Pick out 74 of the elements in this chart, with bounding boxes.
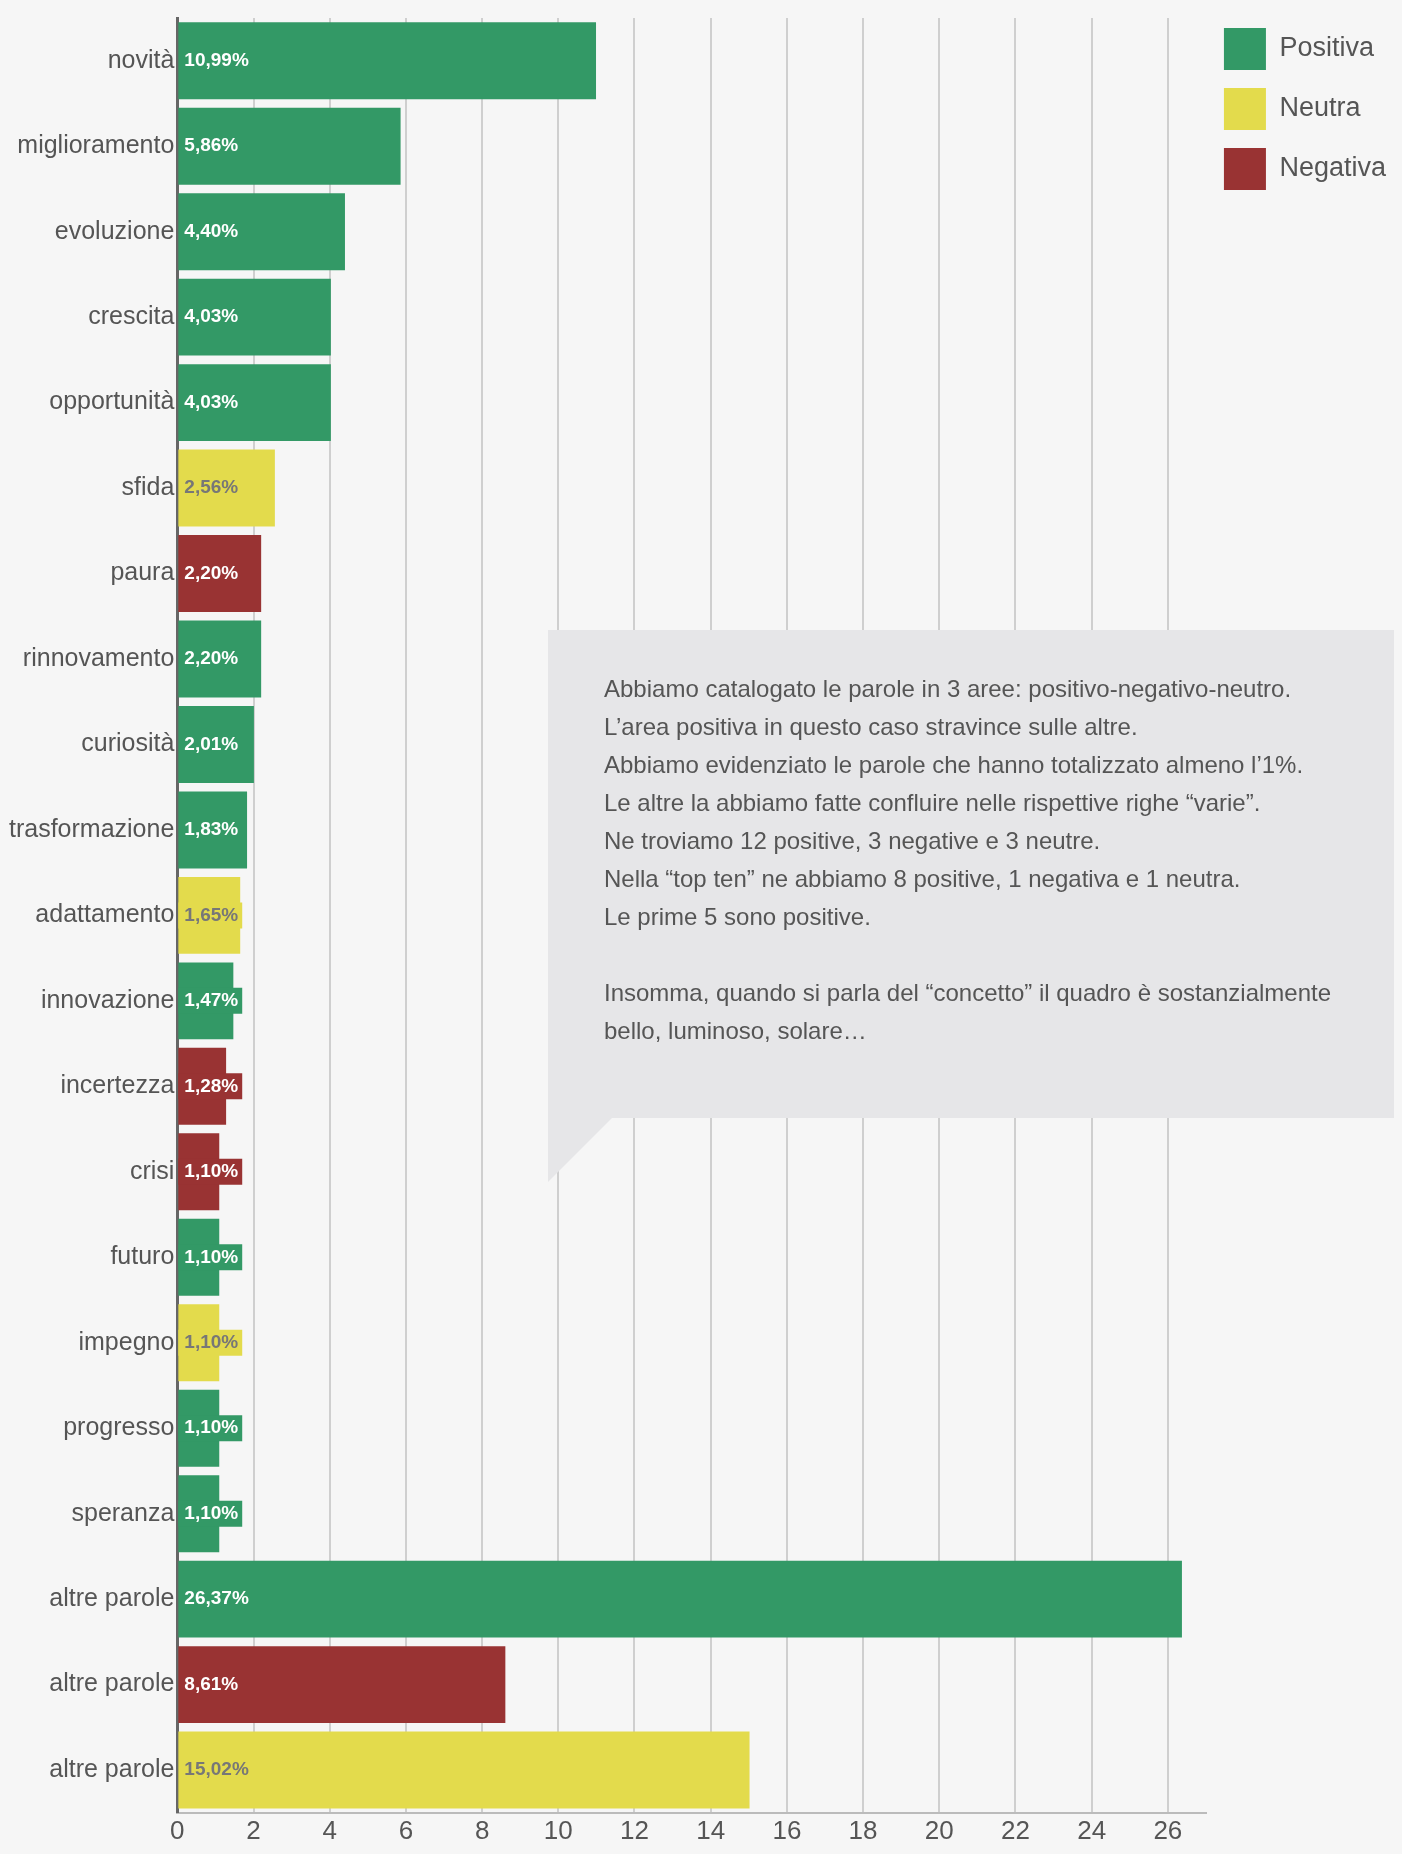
- data-label: 4,03%: [184, 390, 239, 412]
- annotation: Insomma, quando si parla del “concetto” il quadro è sostanzialmente bello, luminoso, solare…: [604, 978, 1333, 1046]
- data-label: 4,03%: [184, 305, 239, 327]
- bar: [178, 1731, 750, 1809]
- y-tick-label: impegno: [78, 1326, 175, 1355]
- x-tick-label: 20: [924, 1814, 954, 1845]
- x-tick-label: 2: [246, 1814, 261, 1845]
- legend-label: Negativa: [1279, 152, 1387, 183]
- y-tick-label: incertezza: [60, 1070, 175, 1099]
- y-tick-label: adattamento: [35, 899, 175, 928]
- annotation: Abbiamo catalogato le parole in 3 aree: positivo-negativo-neutro. L’area positiva in questo caso stravince sulle altre. Abbiamo evidenziato le parole che hanno totalizzato almeno l’1%. Le altre la abbiamo fatte confluire nelle rispettive righe “varie”. Ne troviamo 12 positive, 3 negative e 3 neutre. Nella “top ten” ne abbiamo 8 positive, 1 negativa e 1 neutra. Le prime 5 sono positive.: [604, 674, 1305, 932]
- x-tick-label: 26: [1153, 1814, 1183, 1845]
- data-label: 4,40%: [184, 219, 239, 241]
- y-tick-label: sfida: [121, 471, 175, 500]
- bar: [178, 364, 331, 442]
- data-label: 5,86%: [184, 134, 239, 156]
- x-tick-label: 10: [543, 1814, 573, 1845]
- data-label: 2,01%: [184, 732, 239, 754]
- x-tick-label: 6: [398, 1814, 414, 1845]
- y-tick-label: innovazione: [40, 984, 175, 1013]
- data-label: 2,20%: [184, 647, 239, 669]
- data-label: 26,37%: [184, 1587, 249, 1609]
- data-label: 8,61%: [184, 1672, 239, 1694]
- x-tick-label: 12: [620, 1814, 649, 1845]
- data-label: 1,65%: [184, 903, 239, 925]
- x-tick-label: 4: [322, 1814, 337, 1845]
- legend-label: Neutra: [1279, 92, 1362, 123]
- x-tick-label: 16: [772, 1814, 802, 1845]
- y-tick-label: evoluzione: [54, 215, 175, 244]
- data-label: 2,20%: [184, 561, 239, 583]
- y-tick-label: trasformazione: [8, 813, 175, 842]
- data-label: 10,99%: [184, 48, 249, 70]
- y-tick-label: progresso: [63, 1412, 175, 1441]
- bar: [178, 449, 275, 527]
- y-tick-label: rinnovamento: [22, 642, 175, 671]
- data-label: 1,10%: [184, 1501, 239, 1523]
- data-label: 1,10%: [184, 1330, 239, 1352]
- data-label: 1,28%: [184, 1074, 239, 1096]
- y-tick-label: altre parole: [49, 1668, 175, 1697]
- y-tick-label: paura: [110, 557, 175, 586]
- bar: [178, 1560, 1182, 1638]
- data-label: 1,47%: [184, 989, 239, 1011]
- bar: [178, 706, 254, 783]
- y-tick-label: crisi: [129, 1155, 175, 1184]
- y-tick-label: altre parole: [49, 1583, 175, 1612]
- x-tick-label: 0: [170, 1814, 185, 1845]
- x-tick-label: 14: [696, 1814, 726, 1845]
- x-tick-label: 8: [474, 1814, 490, 1845]
- data-label: 1,10%: [184, 1160, 239, 1182]
- bar: [178, 193, 345, 271]
- legend-label: Positiva: [1279, 32, 1375, 63]
- data-label: 1,10%: [184, 1416, 239, 1438]
- x-tick-label: 22: [1001, 1814, 1030, 1845]
- data-label: 1,83%: [184, 818, 239, 840]
- data-label: 1,10%: [184, 1245, 239, 1267]
- data-label: 15,02%: [184, 1758, 249, 1780]
- y-tick-label: miglioramento: [17, 130, 175, 159]
- bar: [178, 1646, 506, 1724]
- bar: [178, 791, 248, 869]
- y-tick-label: futuro: [110, 1241, 175, 1270]
- y-tick-label: speranza: [71, 1497, 175, 1526]
- y-tick-label: altre parole: [49, 1753, 175, 1782]
- x-tick-label: 18: [848, 1814, 878, 1845]
- x-tick-label: 24: [1077, 1814, 1107, 1845]
- y-tick-label: opportunità: [49, 386, 175, 415]
- y-tick-label: curiosità: [81, 728, 175, 757]
- bar: [178, 22, 597, 100]
- y-tick-label: crescita: [88, 301, 175, 330]
- bar: [178, 535, 262, 612]
- bar: [178, 107, 401, 185]
- bar: [178, 278, 331, 356]
- bar: [178, 620, 262, 698]
- y-tick-label: novità: [107, 44, 175, 73]
- data-label: 2,56%: [184, 476, 239, 498]
